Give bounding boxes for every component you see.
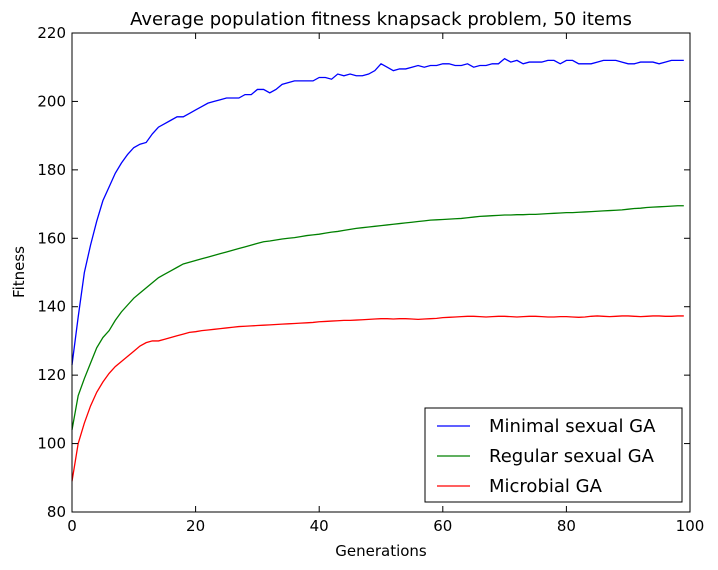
series-line-0: [71, 57, 684, 365]
series-line-1: [71, 205, 684, 431]
x-tick-label: 20: [186, 517, 205, 535]
x-tick-label: 0: [67, 517, 77, 535]
x-tick-label: 40: [310, 517, 329, 535]
y-tick-label: 120: [37, 366, 66, 384]
legend-label-2: Microbial GA: [489, 476, 603, 497]
legend: Minimal sexual GA Regular sexual GA Microb…: [424, 407, 683, 503]
y-axis-label: Fitness: [10, 246, 28, 298]
legend-label-1: Regular sexual GA: [489, 446, 655, 467]
y-tick-label: 80: [47, 503, 66, 521]
y-tick-label: 180: [37, 161, 66, 179]
legend-label-0: Minimal sexual GA: [489, 416, 656, 437]
y-tick-label: 220: [37, 24, 66, 42]
chart-title: Average population fitness knapsack prob…: [130, 9, 632, 30]
y-tick-label: 160: [37, 229, 66, 247]
x-axis: 0 20 40 60 80 100: [67, 33, 704, 535]
plot-frame: [71, 32, 691, 513]
x-tick-label: 80: [557, 517, 576, 535]
y-tick-label: 140: [37, 298, 66, 316]
y-tick-label: 100: [37, 435, 66, 453]
series-layer: [71, 57, 684, 482]
y-axis: 80 100 120 140 160 180 200 220: [37, 24, 690, 521]
series-line-2: [71, 315, 684, 482]
x-tick-label: 100: [676, 517, 705, 535]
x-axis-label: Generations: [335, 542, 427, 560]
x-tick-label: 60: [433, 517, 452, 535]
y-tick-label: 200: [37, 92, 66, 110]
